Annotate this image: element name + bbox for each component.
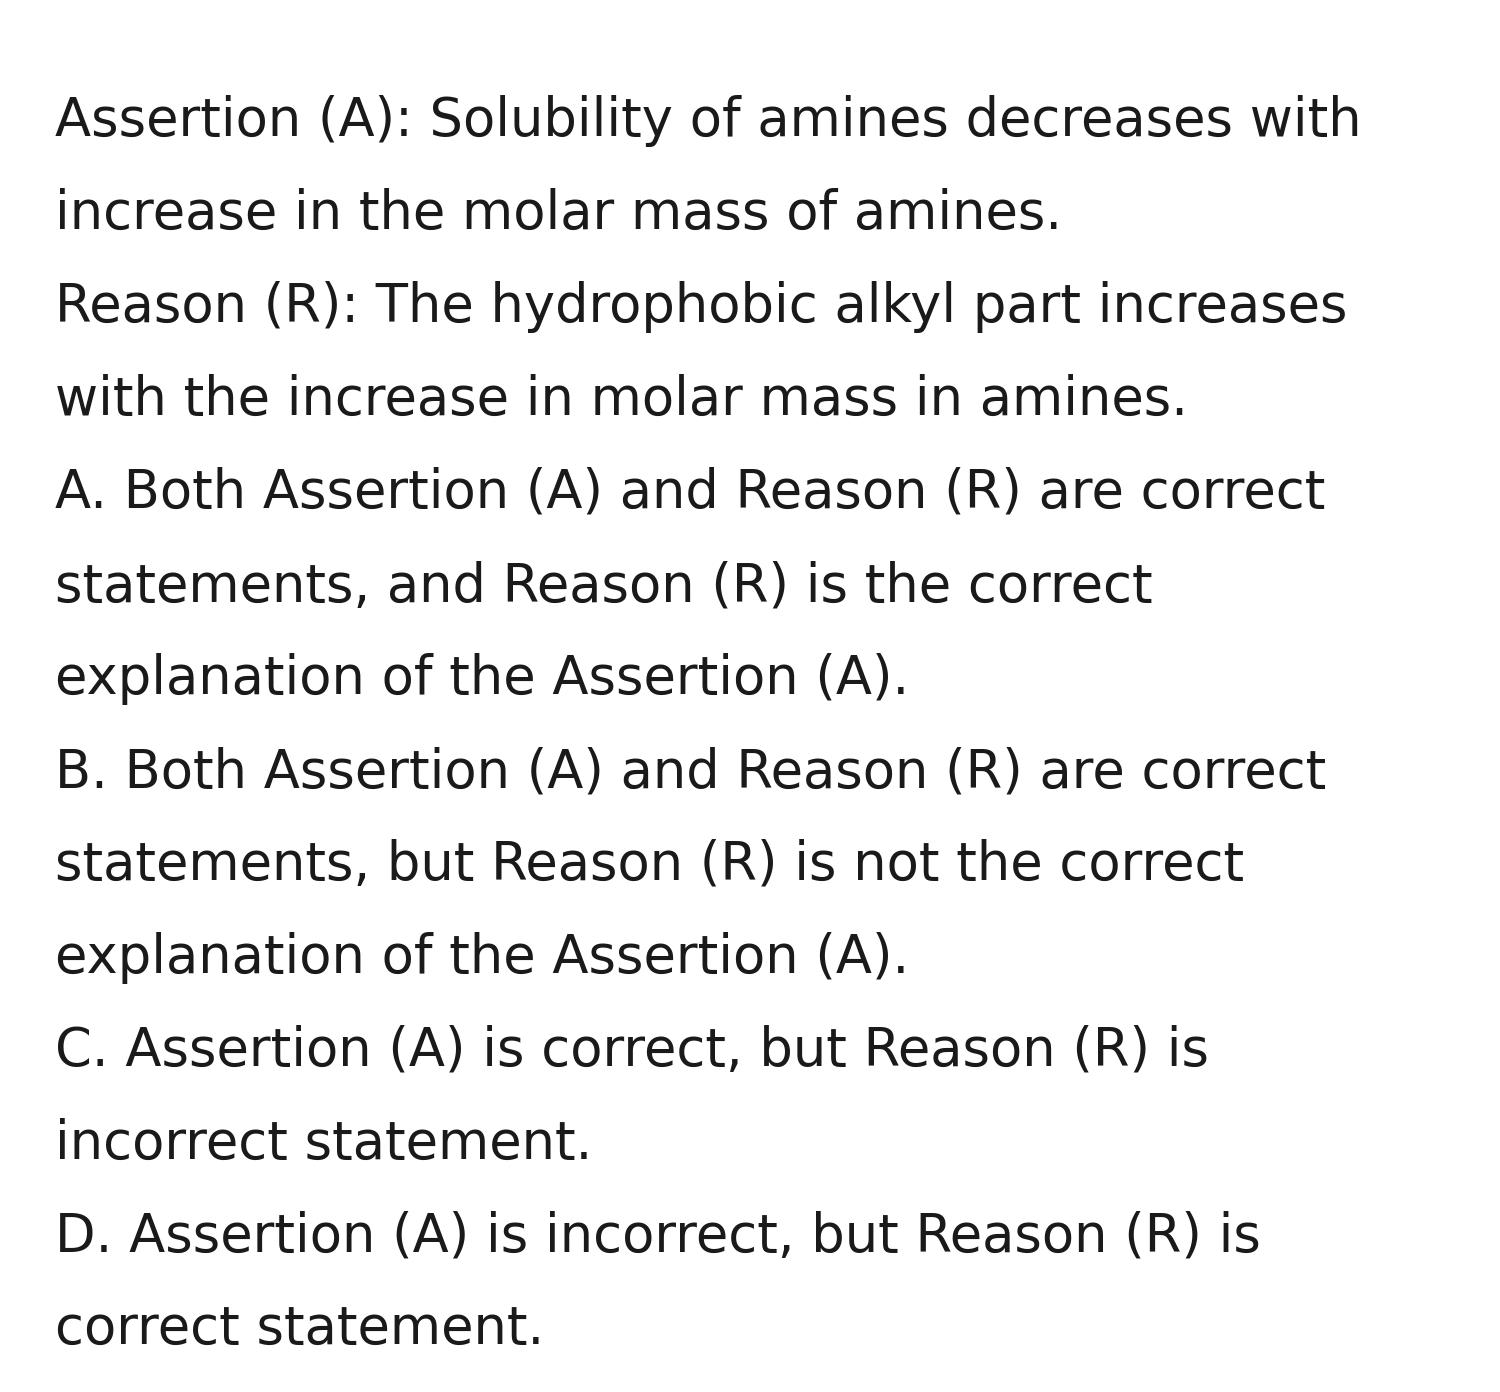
- Text: explanation of the Assertion (A).: explanation of the Assertion (A).: [56, 653, 909, 704]
- Text: D. Assertion (A) is incorrect, but Reason (R) is: D. Assertion (A) is incorrect, but Reaso…: [56, 1211, 1262, 1263]
- Text: with the increase in molar mass in amines.: with the increase in molar mass in amine…: [56, 374, 1188, 426]
- Text: Reason (R): The hydrophobic alkyl part increases: Reason (R): The hydrophobic alkyl part i…: [56, 281, 1347, 333]
- Text: correct statement.: correct statement.: [56, 1304, 544, 1356]
- Text: A. Both Assertion (A) and Reason (R) are correct: A. Both Assertion (A) and Reason (R) are…: [56, 466, 1326, 519]
- Text: increase in the molar mass of amines.: increase in the molar mass of amines.: [56, 188, 1062, 239]
- Text: statements, but Reason (R) is not the correct: statements, but Reason (R) is not the co…: [56, 839, 1244, 891]
- Text: explanation of the Assertion (A).: explanation of the Assertion (A).: [56, 933, 909, 984]
- Text: statements, and Reason (R) is the correct: statements, and Reason (R) is the correc…: [56, 560, 1152, 612]
- Text: Assertion (A): Solubility of amines decreases with: Assertion (A): Solubility of amines decr…: [56, 95, 1362, 148]
- Text: incorrect statement.: incorrect statement.: [56, 1118, 593, 1171]
- Text: B. Both Assertion (A) and Reason (R) are correct: B. Both Assertion (A) and Reason (R) are…: [56, 746, 1326, 798]
- Text: C. Assertion (A) is correct, but Reason (R) is: C. Assertion (A) is correct, but Reason …: [56, 1025, 1209, 1077]
